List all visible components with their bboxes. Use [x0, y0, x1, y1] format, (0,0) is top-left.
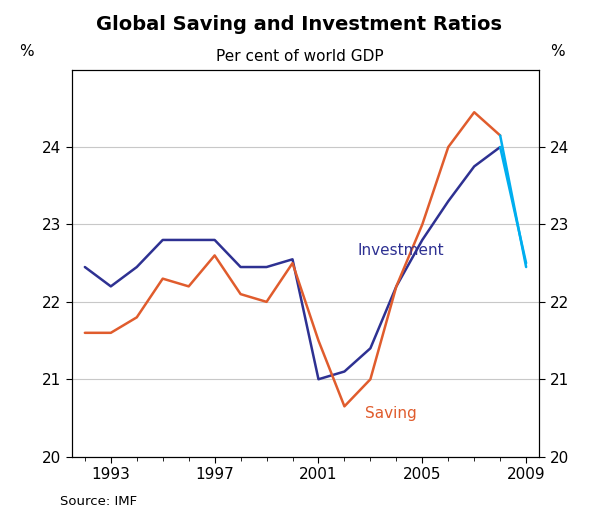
Text: Source: IMF: Source: IMF — [60, 495, 137, 508]
Text: Investment: Investment — [358, 244, 444, 259]
Text: Per cent of world GDP: Per cent of world GDP — [216, 49, 383, 64]
Text: Global Saving and Investment Ratios: Global Saving and Investment Ratios — [96, 15, 503, 35]
Text: Saving: Saving — [365, 406, 417, 421]
Text: %: % — [19, 43, 34, 58]
Text: %: % — [550, 43, 565, 58]
